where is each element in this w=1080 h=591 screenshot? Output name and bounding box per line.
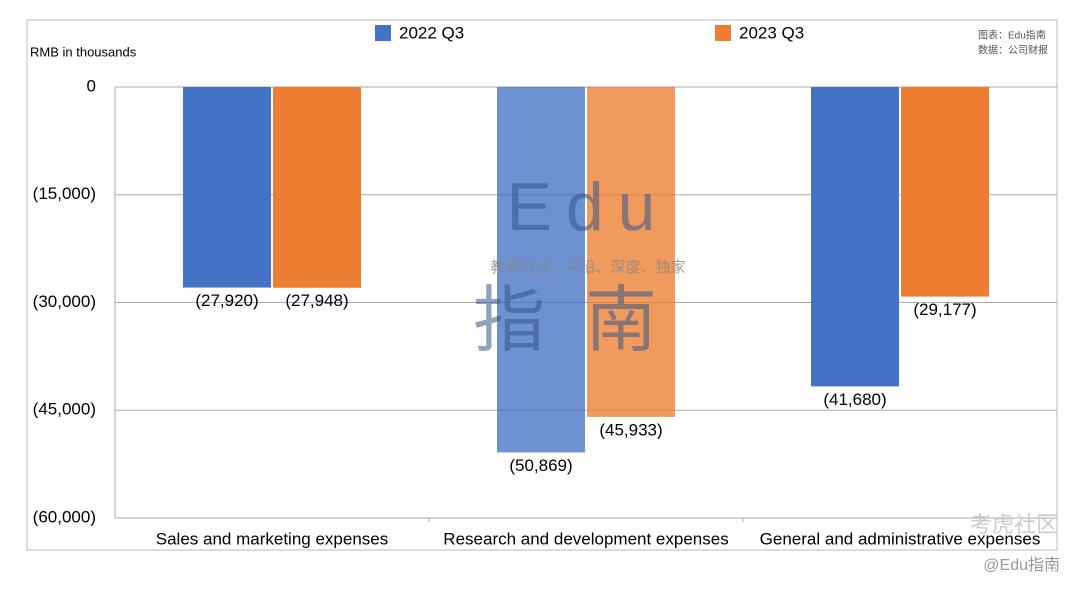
y-tick-label: (45,000): [33, 400, 96, 419]
watermark: 考虎社区: [970, 512, 1058, 537]
data-label: (27,920): [195, 291, 258, 310]
bar: [273, 87, 361, 288]
data-label: (50,869): [509, 456, 572, 475]
bar: [811, 87, 899, 387]
watermark: 指南: [473, 281, 697, 361]
legend-swatch: [715, 25, 731, 41]
data-label: (29,177): [913, 300, 976, 319]
x-tick-label: Sales and marketing expenses: [156, 529, 388, 548]
x-tick-label: Research and development expenses: [443, 529, 728, 548]
y-tick-label: (15,000): [33, 184, 96, 203]
y-tick-label: (30,000): [33, 292, 96, 311]
y-axis-label: RMB in thousands: [30, 44, 137, 59]
x-tick-label: General and administrative expenses: [760, 529, 1041, 548]
y-tick-label: (60,000): [33, 507, 96, 526]
bar: [587, 87, 675, 417]
legend-label: 2022 Q3: [399, 23, 464, 42]
data-label: (45,933): [599, 420, 662, 439]
note: 图表：Edu指南: [978, 29, 1046, 42]
watermark: 教育行业，前沿、深度、独家: [490, 259, 685, 276]
watermark: @Edu指南: [983, 556, 1060, 574]
bar: [497, 87, 585, 453]
data-label: (27,948): [285, 291, 348, 310]
note: 数据：公司财报: [978, 44, 1048, 57]
legend-label: 2023 Q3: [739, 23, 804, 42]
data-label: (41,680): [823, 390, 886, 409]
watermark: Edu: [507, 169, 670, 245]
legend-swatch: [375, 25, 391, 41]
chart-frame: [26, 19, 1058, 551]
bar: [183, 87, 271, 288]
bar: [901, 87, 989, 297]
y-tick-label: 0: [87, 76, 96, 95]
